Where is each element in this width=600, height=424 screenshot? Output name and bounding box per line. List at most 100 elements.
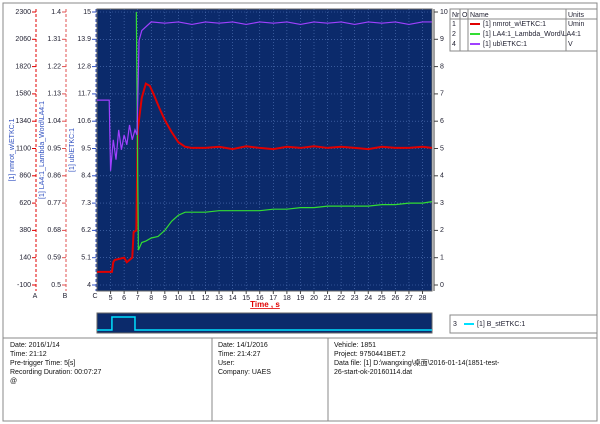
y-tick-label: 12.8 [77,63,91,70]
y2-tick-label: 2 [440,227,444,234]
y-tick-label: 1.4 [51,9,61,16]
y-tick-label: -100 [17,282,31,289]
y-tick-label: 0.77 [47,200,61,207]
y2-tick-label: 0 [440,282,444,289]
y-tick-label: 0.68 [47,227,61,234]
legend-header: Name [470,12,489,19]
y-tick-label: 2300 [15,9,31,16]
y-tick-label: 2060 [15,36,31,43]
y-tick-label: 380 [19,227,31,234]
y-tick-label: 9.5 [81,145,91,152]
info-line: Project: 9750441BET.2 [334,351,406,358]
x-tick-label: 13 [215,295,223,302]
y2-tick-label: 7 [440,91,444,98]
info-line: Company: UAES [218,369,271,376]
y-tick-label: 1820 [15,63,31,70]
digital-panel [96,312,433,334]
legend-number: 3 [453,321,457,328]
y-tick-label: 1.31 [47,36,61,43]
y-tick-label: 1580 [15,91,31,98]
info-line: Recording Duration: 00:07:27 [10,369,102,376]
x-tick-label: 10 [174,295,182,302]
info-line: Time: 21:12 [10,351,47,358]
x-tick-label: 8 [149,295,153,302]
info-column: Date: 14/1/2016 Time: 21:4:27 User: Company… [218,341,324,377]
x-tick-label: 25 [378,295,386,302]
x-tick-label: 7 [136,295,140,302]
info-line: Time: 21:4:27 [218,351,261,358]
x-tick-label: 19 [297,295,305,302]
y-tick-label: 620 [19,200,31,207]
x-tick-label: 18 [283,295,291,302]
y-tick-label: 11.7 [78,91,91,98]
x-tick-label: 17 [269,295,277,302]
x-tick-label: 12 [202,295,210,302]
legend-header: Units [568,12,584,19]
x-tick-label: 20 [310,295,318,302]
x-tick-label: 16 [256,295,264,302]
y-tick-label: 860 [19,173,31,180]
axis-title: [1] nmrot_w\ETKC:1 [9,118,16,181]
info-line: Vehicle: 1851 [334,342,377,349]
info-line: User: [218,360,235,367]
plot-lines [97,11,432,273]
y2-tick-label: 9 [440,36,444,43]
series-line [97,82,432,273]
x-tick-label: 22 [337,295,345,302]
legend-number: 1 [452,21,456,28]
y-tick-label: 15 [83,9,91,16]
y-tick-label: 1100 [16,145,31,152]
plot-area [96,8,433,292]
y2-tick-label: 1 [440,255,444,262]
x-tick-label: 15 [242,295,250,302]
legend-label: [1] LA4:1_Lambda_Word\LA4:1 [483,31,581,38]
y-tick-label: 1340 [15,118,31,125]
series-line [135,11,432,251]
x-tick-label: 5 [109,295,113,302]
x-tick-label: 24 [364,295,372,302]
x-tick-label: 14 [229,295,237,302]
y-tick-label: 7.3 [81,200,91,207]
x-axis-label: Time , s [250,300,280,309]
info-line: Data file: [1] D:\wangxing\桌面\2016-01-14… [334,360,500,376]
y-tick-label: 0.95 [47,145,61,152]
info-line: Date: 2016/1/14 [10,342,60,349]
x-tick-label: 26 [391,295,399,302]
info-line: Pre-trigger Time: 5[s] [10,360,76,367]
legend-header: Nr [452,12,460,19]
y-tick-label: 0.59 [47,255,61,262]
info-column: Vehicle: 1851 Project: 9750441BET.2 Data f… [334,341,504,377]
y2-tick-label: 10 [440,9,448,16]
info-line: @ [10,378,18,385]
x-tick-label: 9 [163,295,167,302]
y2-tick-label: 5 [440,145,444,152]
y-tick-label: 1.22 [47,63,61,70]
x-tick-label: 27 [405,295,413,302]
series-line [97,21,432,171]
y2-tick-label: 4 [440,173,444,180]
x-tick-label: 21 [324,295,332,302]
digital-legend [449,314,598,334]
x-tick-label: 6 [122,295,126,302]
legend-number: 4 [452,41,456,48]
legend-label: [1] ub\ETKC:1 [483,41,527,48]
y-tick-label: 10.6 [77,118,91,125]
info-line: Date: 14/1/2016 [218,342,268,349]
y2-tick-label: 8 [440,63,444,70]
legend-label: [1] B_stETKC:1 [477,321,525,328]
axis-letter: B [63,293,68,300]
x-tick-label: 11 [188,295,195,302]
y2-tick-label: 6 [440,118,444,125]
y-tick-label: 5.1 [81,255,91,262]
y-tick-label: 0.86 [47,173,61,180]
axis-title: [1] ub\ETKC:1 [69,128,76,172]
x-tick-label: 23 [351,295,359,302]
y-tick-label: 13.9 [77,36,91,43]
x-tick-label: 28 [419,295,427,302]
y-tick-label: 1.04 [47,118,61,125]
axis-title: [1] LA4:1_Lambda_Word\LA4:1 [39,101,46,199]
legend-header: O [462,12,468,19]
y-tick-label: 140 [19,255,31,262]
y-tick-label: 4 [87,282,91,289]
